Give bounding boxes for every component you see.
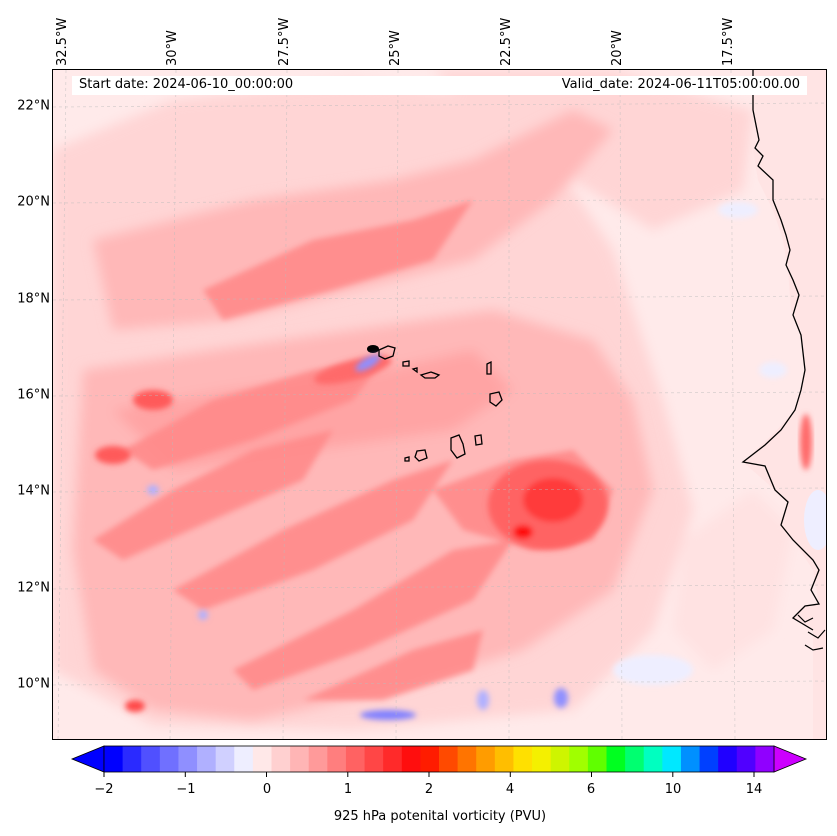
pv-field-negative bbox=[147, 202, 787, 720]
colorbar-segment bbox=[569, 746, 589, 772]
island-sao-nicolau bbox=[419, 371, 441, 379]
colorbar-segment bbox=[215, 746, 235, 772]
lat-label-22n: 22°N bbox=[17, 98, 50, 114]
colorbar-segment bbox=[587, 746, 607, 772]
lat-label-20n: 20°N bbox=[17, 194, 50, 210]
colorbar-tick-label: 10 bbox=[664, 782, 682, 797]
pv-coastal-streak bbox=[800, 414, 812, 470]
lon-label-22-5w: 22.5°W bbox=[499, 17, 514, 66]
colorbar-tick-label: 4 bbox=[505, 782, 515, 797]
island-sal bbox=[486, 360, 492, 375]
lon-label-32-5w: 32.5°W bbox=[55, 17, 70, 66]
colorbar-tick-label: 14 bbox=[745, 782, 763, 797]
colorbar-segment bbox=[178, 746, 198, 772]
colorbar-segment bbox=[513, 746, 533, 772]
colorbar-segment bbox=[643, 746, 663, 772]
lat-label-10n: 10°N bbox=[17, 676, 50, 692]
colorbar-segment bbox=[327, 746, 347, 772]
cabo-verde-islands bbox=[378, 345, 503, 462]
colorbar-segment bbox=[401, 746, 421, 772]
colorbar-segment bbox=[271, 746, 291, 772]
colorbar-segment bbox=[420, 746, 440, 772]
island-maio bbox=[474, 434, 483, 446]
colorbar-low-extension bbox=[70, 745, 105, 773]
colorbar-segment bbox=[364, 746, 384, 772]
pv-max-spot bbox=[367, 345, 379, 353]
colorbar-segment bbox=[550, 746, 570, 772]
colorbar-segment bbox=[625, 746, 645, 772]
lon-label-25w: 25°W bbox=[388, 30, 403, 66]
lat-label-18n: 18°N bbox=[17, 291, 50, 307]
colorbar-ticks bbox=[103, 772, 755, 777]
lat-label-14n: 14°N bbox=[17, 483, 50, 499]
island-santo-antao bbox=[378, 345, 396, 360]
colorbar-segment bbox=[532, 746, 552, 772]
colorbar-segment bbox=[252, 746, 272, 772]
colorbar-segment bbox=[141, 746, 161, 772]
colorbar-tick-label: 6 bbox=[586, 782, 596, 797]
colorbar-outline bbox=[103, 745, 775, 773]
colorbar-tick-label: −2 bbox=[94, 782, 114, 797]
lon-label-20w: 20°W bbox=[610, 30, 625, 66]
start-date-label: Start date: 2024-06-10_00:00:00 bbox=[79, 77, 294, 92]
coastline bbox=[741, 70, 821, 631]
island-fogo bbox=[414, 449, 428, 462]
colorbar-segment bbox=[439, 746, 459, 772]
colorbar-tick-label: 0 bbox=[262, 782, 272, 797]
colorbar-segment bbox=[718, 746, 738, 772]
colorbar-segment bbox=[680, 746, 700, 772]
colorbar-label: 925 hPa potenital vorticity (PVU) bbox=[333, 809, 547, 824]
colorbar-tick-label: 1 bbox=[343, 782, 353, 797]
island-sao-vicente bbox=[402, 360, 410, 367]
colorbar-segment bbox=[755, 746, 775, 772]
colorbar-tick-label: 2 bbox=[424, 782, 434, 797]
lon-label-27-5w: 27.5°W bbox=[277, 17, 292, 66]
lon-label-30w: 30°W bbox=[165, 30, 180, 66]
colorbar-segment bbox=[736, 746, 756, 772]
graticule bbox=[53, 70, 826, 739]
colorbar-segment bbox=[159, 746, 179, 772]
colorbar-segment bbox=[606, 746, 626, 772]
pv-contour-map bbox=[53, 70, 826, 739]
colorbar-segment bbox=[494, 746, 514, 772]
colorbar-segment bbox=[308, 746, 328, 772]
island-boa-vista bbox=[489, 391, 503, 407]
date-info-box: Start date: 2024-06-10_00:00:00 Valid_da… bbox=[72, 76, 807, 95]
colorbar-segment bbox=[104, 746, 124, 772]
colorbar-segment bbox=[290, 746, 310, 772]
colorbar-segment bbox=[699, 746, 719, 772]
colorbar-segment bbox=[476, 746, 496, 772]
colorbar-tick-label: −1 bbox=[176, 782, 196, 797]
island-brava bbox=[404, 456, 410, 462]
lon-label-17-5w: 17.5°W bbox=[721, 17, 736, 66]
island-santa-luzia bbox=[411, 367, 418, 374]
island-santiago bbox=[450, 434, 466, 459]
colorbar-segment bbox=[234, 746, 254, 772]
colorbar-high-extension bbox=[773, 745, 808, 773]
colorbar-segment bbox=[383, 746, 403, 772]
colorbar bbox=[70, 745, 808, 777]
map-panel bbox=[52, 69, 827, 740]
pv-coastal-negative bbox=[804, 490, 826, 550]
colorbar-segments bbox=[104, 746, 775, 772]
coastline-south bbox=[797, 614, 826, 651]
colorbar-segment bbox=[662, 746, 682, 772]
colorbar-segment bbox=[197, 746, 217, 772]
valid-date-label: Valid_date: 2024-06-11T05:00:00.00 bbox=[561, 77, 800, 92]
africa-land bbox=[743, 70, 826, 739]
colorbar-segment bbox=[457, 746, 477, 772]
colorbar-segment bbox=[345, 746, 365, 772]
colorbar-segment bbox=[122, 746, 142, 772]
lat-label-16n: 16°N bbox=[17, 387, 50, 403]
lat-label-12n: 12°N bbox=[17, 580, 50, 596]
